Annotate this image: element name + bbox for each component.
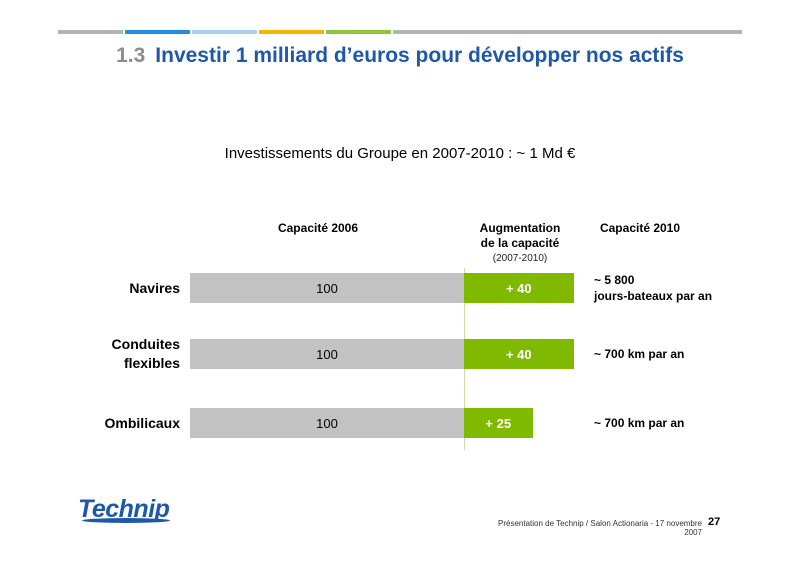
category-label: Navires [129, 279, 180, 298]
logo-swoosh-icon [82, 518, 170, 523]
bar-capacity-2006: 100 [190, 408, 464, 438]
slide-title: 1.3 Investir 1 milliard d’euros pour déve… [0, 44, 800, 68]
header-color-bar [393, 30, 742, 34]
column-header-base: Capacité 2006 [277, 221, 359, 235]
capacity-2010-label: ~ 5 800 jours-bateaux par an [594, 272, 712, 304]
capacity-2010-label: ~ 700 km par an [594, 346, 684, 362]
header-color-bar [326, 30, 391, 34]
capacity-2010-line: ~ 700 km par an [594, 347, 685, 361]
header-color-bar [125, 30, 190, 34]
bar-capacity-increase: + 40 [464, 339, 574, 369]
footer-text: Présentation de Technip / Salon Actionar… [498, 519, 702, 537]
column-header-increase: Augmentation de la capacité (2007-2010) [452, 221, 588, 266]
category-label-line: flexibles [123, 355, 180, 371]
bar-capacity-2006: 100 [190, 273, 464, 303]
header-color-bar [58, 30, 123, 34]
bar-capacity-2006: 100 [190, 339, 464, 369]
capacity-2010-line: ~ 5 800 [594, 273, 635, 287]
column-header-result: Capacité 2010 [599, 221, 681, 235]
capacity-2010-line: jours-bateaux par an [594, 289, 713, 303]
category-label: Conduites flexibles [112, 335, 180, 373]
capacity-2010-line: ~ 700 km par an [594, 416, 685, 430]
category-label-line: Conduites [111, 336, 180, 352]
header-color-bar [192, 30, 257, 34]
column-header-increase-line2: de la capacité [480, 236, 560, 250]
slide-title-text: Investir 1 milliard d’euros pour dévelop… [155, 44, 684, 67]
column-header-increase-period: (2007-2010) [492, 253, 548, 264]
chart-title: Investissements du Groupe en 2007-2010 :… [224, 145, 576, 162]
slide-number: 1.3 [116, 44, 146, 67]
category-label-line: Ombilicaux [104, 414, 180, 431]
header-color-bar [259, 30, 324, 34]
category-label-line: Navires [129, 279, 180, 296]
bar-capacity-increase: + 40 [464, 273, 574, 303]
capacity-2010-label: ~ 700 km par an [594, 415, 684, 431]
category-label: Ombilicaux [105, 414, 180, 433]
bar-capacity-increase: + 25 [464, 408, 533, 438]
column-header-increase-line1: Augmentation [479, 221, 561, 235]
page-number: 27 [708, 516, 721, 528]
